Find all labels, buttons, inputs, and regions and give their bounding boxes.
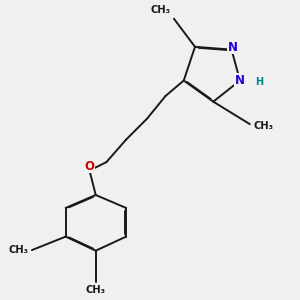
Text: CH₃: CH₃ <box>151 5 170 15</box>
Text: CH₃: CH₃ <box>253 121 273 130</box>
Text: O: O <box>85 160 94 173</box>
Text: CH₃: CH₃ <box>86 285 106 295</box>
Text: N: N <box>235 74 245 87</box>
Text: H: H <box>255 77 264 87</box>
Text: N: N <box>228 41 238 54</box>
Text: CH₃: CH₃ <box>8 245 28 255</box>
